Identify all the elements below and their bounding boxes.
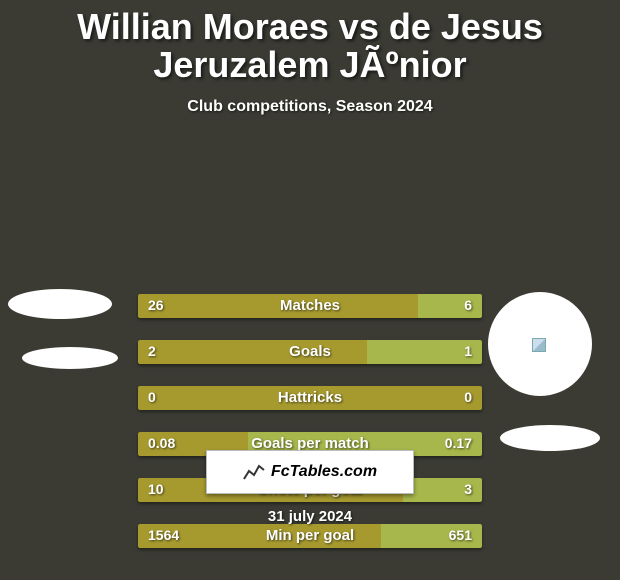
stat-value-left: 0.08 xyxy=(148,435,175,451)
footer-date: 31 july 2024 xyxy=(268,508,352,525)
stat-label: Goals xyxy=(138,343,482,360)
player-left-avatar xyxy=(8,289,112,319)
player-right-avatar xyxy=(488,292,592,396)
stat-value-left: 1564 xyxy=(148,527,179,543)
stat-value-left: 10 xyxy=(148,481,164,497)
player-right-shadow xyxy=(500,425,600,451)
attribution-text: FcTables.com xyxy=(271,463,377,481)
player-left-shadow xyxy=(22,347,118,369)
stat-row: Goals2 1 xyxy=(138,340,482,364)
stat-label: Hattricks xyxy=(138,389,482,406)
stat-label: Min per goal xyxy=(138,527,482,544)
stat-value-left: 0 xyxy=(148,389,156,405)
stat-value-right: 1 xyxy=(464,343,472,359)
stat-value-right: 0 xyxy=(464,389,472,405)
fctables-logo-icon xyxy=(243,463,265,481)
image-placeholder-icon xyxy=(532,338,546,352)
stat-row: Hattricks0 0 xyxy=(138,386,482,410)
subtitle: Club competitions, Season 2024 xyxy=(0,98,620,116)
stat-value-right: 651 xyxy=(449,527,472,543)
stat-value-right: 6 xyxy=(464,297,472,313)
stat-value-right: 3 xyxy=(464,481,472,497)
stat-value-left: 26 xyxy=(148,297,164,313)
stat-row: Min per goal1564 651 xyxy=(138,524,482,548)
page-title: Willian Moraes vs de Jesus Jeruzalem JÃº… xyxy=(0,0,620,84)
stat-bars: Matches266Goals21Hattricks00Goals per ma… xyxy=(138,294,482,570)
stat-label: Matches xyxy=(138,297,482,314)
stat-row: Matches26 6 xyxy=(138,294,482,318)
stat-value-right: 0.17 xyxy=(445,435,472,451)
stat-value-left: 2 xyxy=(148,343,156,359)
attribution-box: FcTables.com xyxy=(206,450,414,494)
